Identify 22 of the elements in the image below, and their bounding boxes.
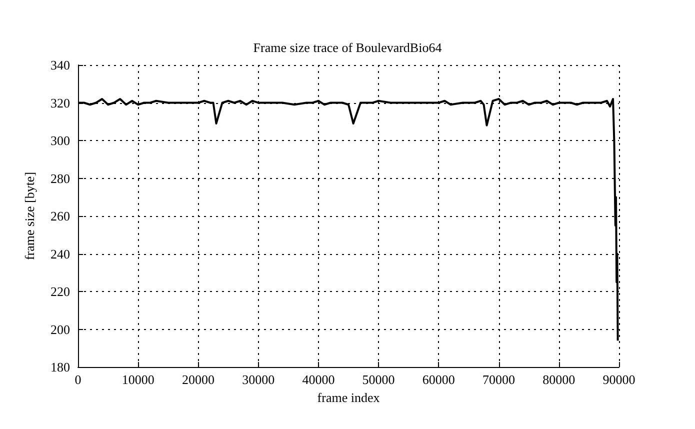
x-axis-title: frame index <box>317 390 380 405</box>
y-tick-label: 180 <box>50 360 70 374</box>
y-tick-label: 240 <box>50 246 70 262</box>
x-tick-label: 20000 <box>182 372 214 387</box>
x-tick-label: 70000 <box>482 372 516 387</box>
y-axis-title: frame size [byte] <box>22 172 37 260</box>
y-tick-label: 200 <box>50 322 70 337</box>
x-tick-label: 0 <box>74 372 82 387</box>
y-tick-label: 320 <box>50 95 70 110</box>
y-tick-label: 280 <box>50 170 70 186</box>
y-tick-label: 260 <box>50 208 70 224</box>
x-tick-label: 10000 <box>122 372 154 387</box>
x-tick-label: 60000 <box>422 372 455 387</box>
x-tick-label: 90000 <box>602 372 636 387</box>
x-tick-label: 30000 <box>242 372 275 387</box>
x-tick-label: 80000 <box>542 372 576 387</box>
y-tick-label: 340 <box>50 58 70 72</box>
y-tick-label: 300 <box>50 133 70 148</box>
x-tick-label: 40000 <box>302 372 335 387</box>
y-tick-label: 220 <box>50 284 70 299</box>
x-tick-label: 50000 <box>362 372 395 387</box>
chart-title: Frame size trace of BoulevardBio64 <box>253 40 442 55</box>
